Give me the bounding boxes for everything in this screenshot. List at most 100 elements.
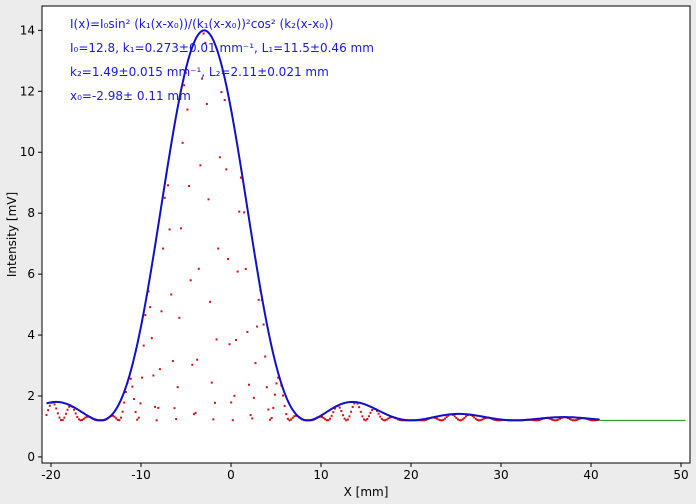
- data-point: [170, 293, 173, 296]
- data-point: [453, 415, 456, 418]
- data-point: [53, 403, 56, 406]
- data-point: [356, 402, 359, 405]
- data-point: [225, 168, 228, 171]
- data-point: [115, 417, 118, 420]
- data-point: [157, 406, 160, 409]
- data-point: [465, 415, 468, 418]
- y-tick-label: 6: [27, 267, 35, 281]
- data-point: [197, 267, 200, 270]
- data-point: [474, 417, 477, 420]
- data-point: [291, 416, 294, 419]
- data-point: [482, 417, 485, 420]
- data-point: [179, 227, 182, 230]
- data-point: [325, 419, 328, 422]
- data-point: [497, 419, 500, 422]
- data-point: [367, 415, 370, 418]
- data-point: [189, 279, 192, 282]
- x-tick-label: 10: [313, 468, 328, 482]
- y-axis-label: Intensity [mV]: [5, 192, 19, 277]
- data-point: [152, 374, 155, 377]
- data-point: [212, 418, 215, 421]
- data-point: [254, 362, 257, 365]
- data-point: [183, 84, 186, 87]
- data-point: [188, 185, 191, 188]
- data-point: [275, 382, 278, 385]
- data-point: [84, 416, 87, 419]
- data-point: [384, 419, 387, 422]
- data-point: [173, 407, 176, 410]
- data-point: [576, 418, 579, 421]
- data-point: [267, 408, 270, 411]
- data-point: [120, 416, 123, 419]
- data-point: [249, 414, 252, 417]
- data-point: [478, 419, 481, 422]
- data-point: [333, 407, 336, 410]
- data-point: [201, 77, 204, 80]
- y-tick-label: 12: [20, 84, 35, 98]
- data-point: [341, 414, 344, 417]
- data-point: [55, 407, 58, 410]
- data-point: [293, 415, 296, 418]
- data-point: [223, 99, 226, 102]
- data-point: [167, 184, 169, 187]
- x-tick-label: 50: [673, 468, 688, 482]
- data-point: [142, 344, 145, 347]
- x-tick-label: -20: [41, 468, 61, 482]
- data-point: [358, 406, 361, 409]
- data-point: [149, 306, 152, 309]
- axis-ticks: -20 -10 0 10 20 30 40 50 0 2 4 6 8 10 12 14: [20, 23, 689, 482]
- data-point: [456, 418, 459, 421]
- data-point: [371, 409, 374, 412]
- data-point: [79, 419, 82, 422]
- data-point: [350, 410, 353, 413]
- data-point: [559, 417, 562, 420]
- data-point: [68, 405, 71, 408]
- data-point: [537, 419, 540, 422]
- data-point: [239, 176, 242, 179]
- data-point: [74, 412, 77, 415]
- data-point: [369, 411, 372, 414]
- data-point: [591, 419, 594, 422]
- x-axis-label: X [mm]: [344, 485, 389, 499]
- data-point: [364, 419, 367, 422]
- data-point: [163, 196, 166, 199]
- data-point: [573, 419, 576, 422]
- data-point: [332, 411, 335, 414]
- data-point: [256, 325, 259, 328]
- data-point: [588, 418, 591, 421]
- data-point: [572, 419, 574, 422]
- data-point: [121, 410, 124, 413]
- data-point: [262, 323, 265, 326]
- data-point: [382, 419, 385, 422]
- data-point: [217, 247, 220, 250]
- data-point: [207, 198, 210, 201]
- data-point: [455, 416, 458, 419]
- data-point: [204, 41, 207, 44]
- data-point: [155, 419, 158, 422]
- data-point: [205, 102, 208, 105]
- data-point: [47, 409, 50, 412]
- data-point: [345, 419, 348, 422]
- x-tick-label: 0: [227, 468, 235, 482]
- data-point: [77, 418, 80, 421]
- data-point: [269, 418, 272, 421]
- data-point: [285, 413, 288, 416]
- data-point: [228, 343, 231, 346]
- data-point: [476, 418, 479, 421]
- data-marks: [45, 29, 686, 422]
- data-point: [226, 258, 229, 261]
- data-point: [424, 418, 427, 421]
- data-point: [236, 270, 239, 273]
- data-point: [320, 415, 323, 418]
- data-point: [243, 211, 246, 214]
- data-point: [199, 164, 202, 167]
- fit-curve: [46, 29, 600, 422]
- data-point: [118, 419, 121, 422]
- data-point: [129, 377, 132, 380]
- data-point: [570, 418, 573, 421]
- data-point: [246, 330, 249, 333]
- data-point: [202, 32, 205, 35]
- data-point: [111, 414, 114, 417]
- data-point: [196, 358, 199, 361]
